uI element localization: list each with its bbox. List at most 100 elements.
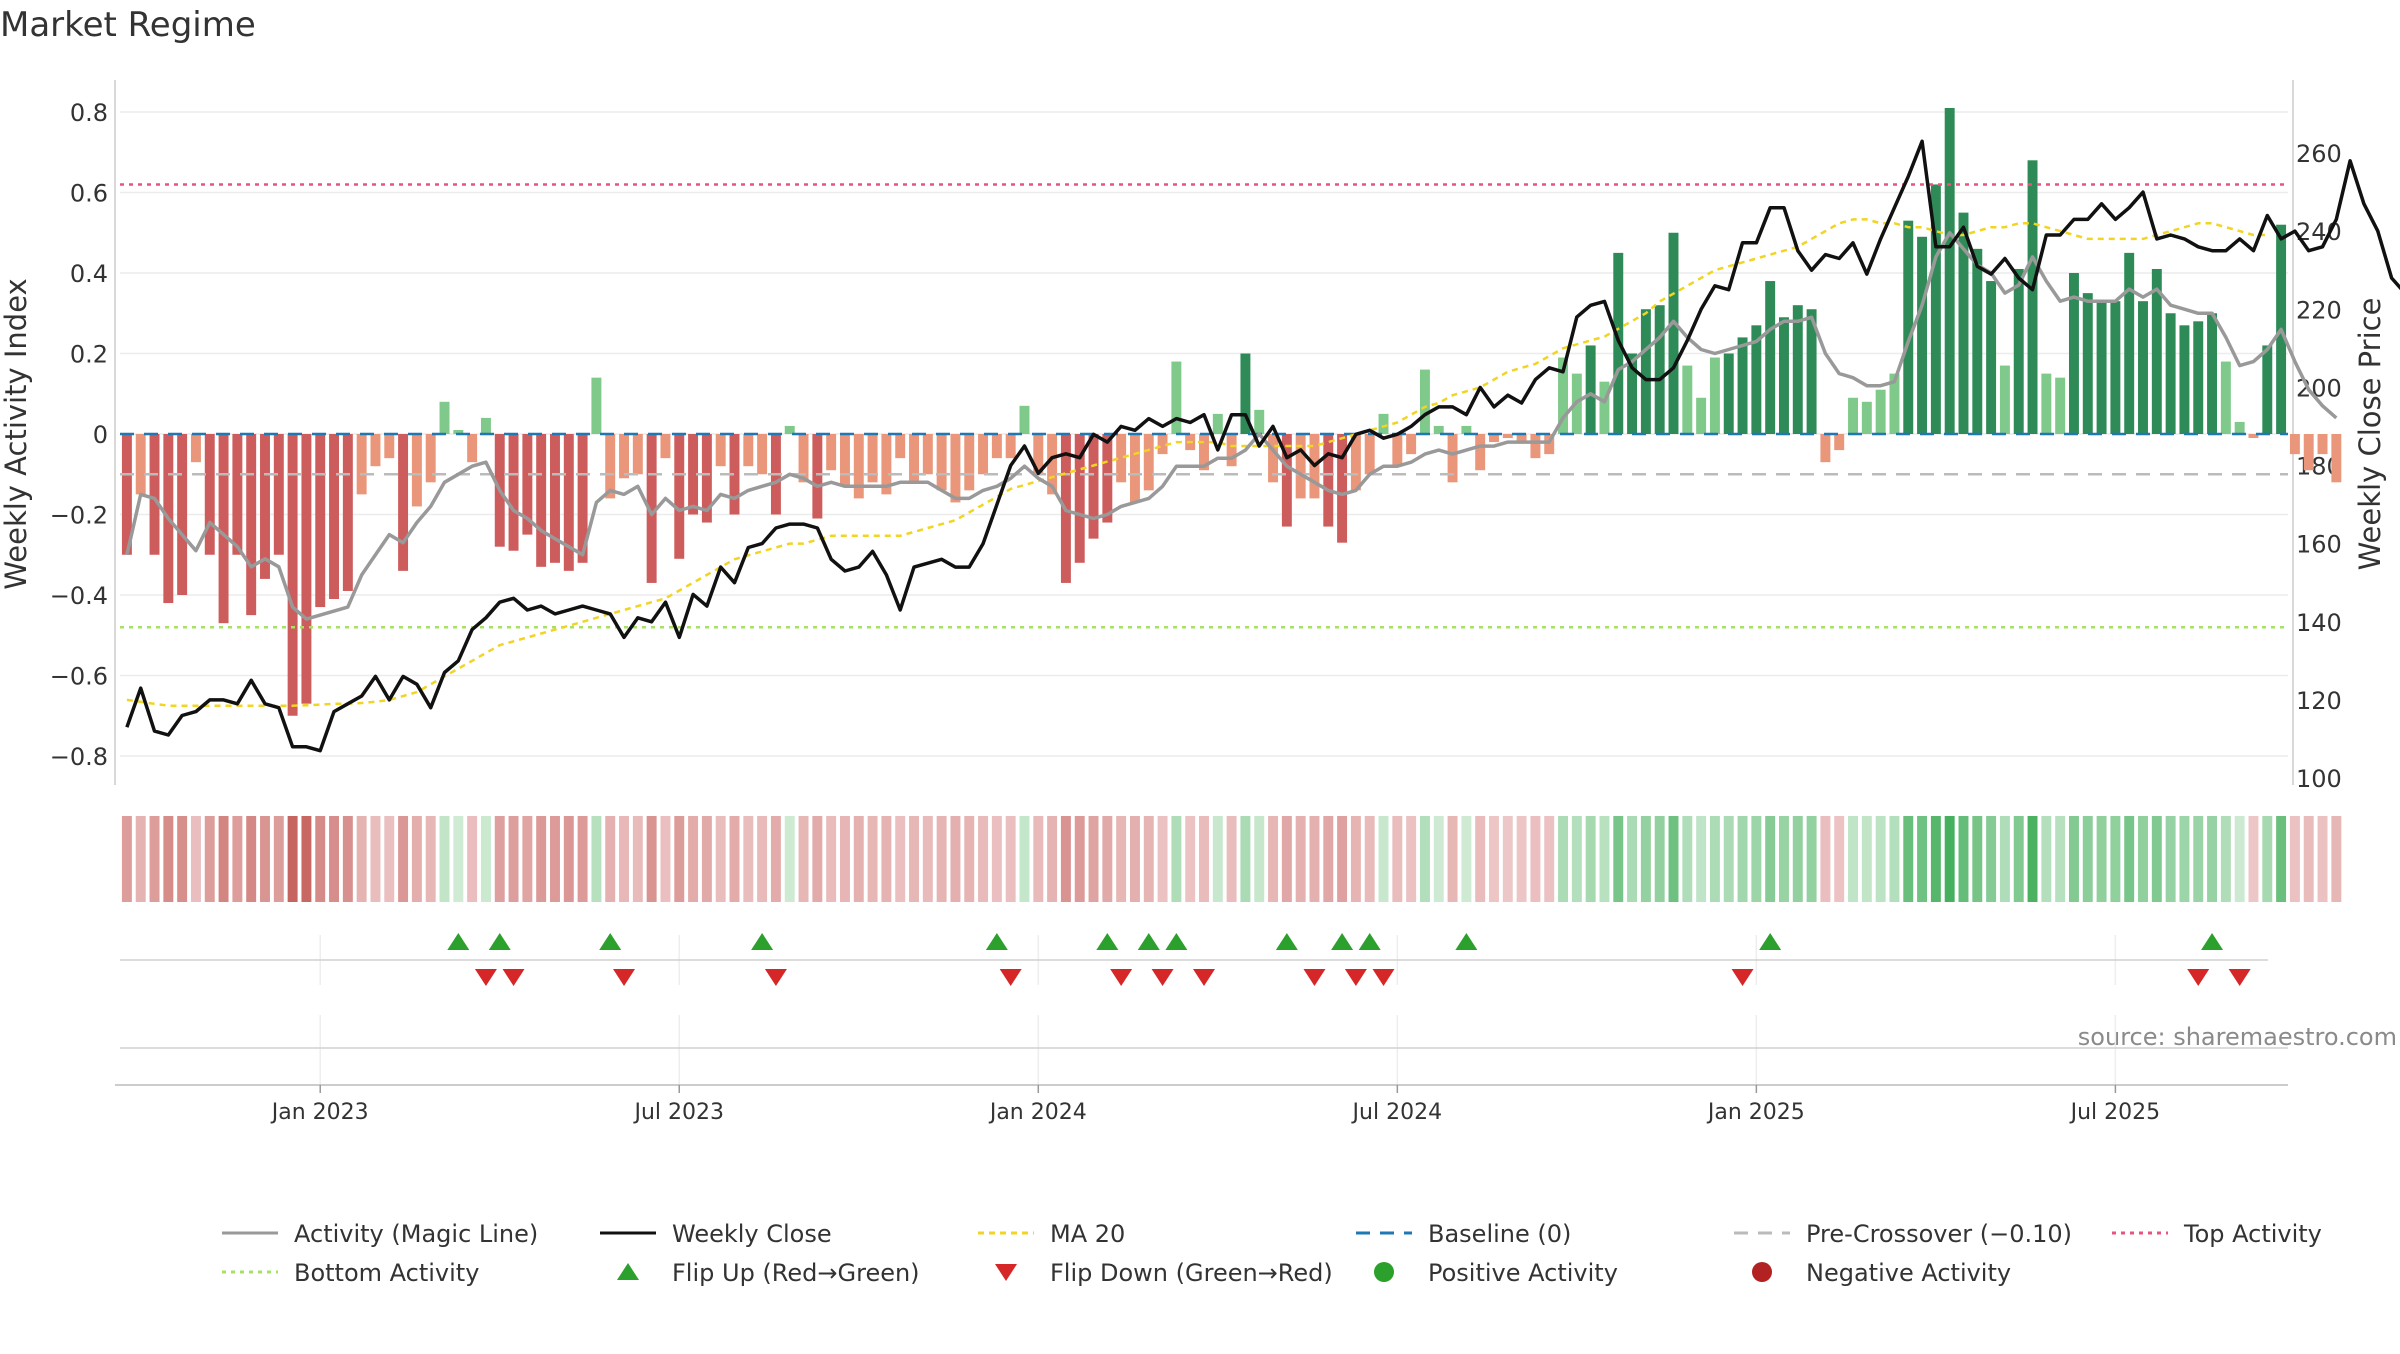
regime-cell [494,816,505,902]
regime-cell [260,816,270,902]
activity-bar [246,434,257,616]
activity-bar [2096,301,2107,434]
flip-up-marker [985,933,1008,950]
y-tick-label: −0.6 [50,663,108,691]
regime-cell [798,816,809,902]
regime-cell [2165,816,2176,902]
activity-bar [591,377,602,434]
activity-bar [204,434,215,555]
regime-strip [121,816,2342,902]
activity-bar [121,434,132,555]
activity-bar [1199,434,1209,471]
activity-bar [1917,236,1928,434]
activity-bar [1820,434,1831,463]
regime-cell [1999,816,2010,902]
activity-bar [1986,281,1997,434]
activity-bar [1530,434,1541,459]
regime-cell [1613,816,1624,902]
activity-bar [1406,434,1417,455]
y2-axis-label: Weekly Close Price [2353,298,2387,571]
y-tick-label: −0.8 [50,743,108,771]
activity-bar [480,417,491,434]
activity-bar [715,434,726,467]
regime-cell [1558,816,1569,902]
activity-bar [950,434,961,503]
activity-bar [2110,301,2121,434]
activity-bar [1254,409,1265,434]
y2-tick-label: 100 [2296,765,2342,793]
regime-cell [563,816,574,902]
legend-item: Flip Up (Red→Green) [617,1259,920,1287]
activity-bar [1116,434,1127,483]
activity-bar [1861,401,1872,434]
flip-up-marker [1455,933,1478,950]
regime-cell [301,816,312,902]
activity-bar [563,434,574,571]
regime-cell [909,816,919,902]
activity-bar [467,434,478,463]
activity-bar [329,434,340,600]
regime-cell [1723,816,1734,902]
regime-cell [1502,816,1513,902]
regime-cell [743,816,754,902]
regime-cell [384,816,395,902]
activity-bar [1848,397,1858,434]
flip-up-marker [1331,933,1354,950]
regime-cell [964,816,975,902]
regime-cell [1654,816,1665,902]
regime-cell [1337,816,1348,902]
regime-cell [163,816,174,902]
regime-cell [1088,816,1099,902]
regime-cell [1350,816,1361,902]
regime-cell [1489,816,1499,902]
magic-line [125,231,2338,621]
activity-bar [1903,220,1914,434]
regime-cell [1074,816,1085,902]
time-axis-panel: Jan 2023 Jul 2023 Jan 2024 Jul 2024 Jan 2025… [115,1015,2288,1125]
regime-cell [329,816,340,902]
activity-bar [619,434,629,479]
regime-cell [757,816,768,902]
activity-bar [881,434,892,495]
regime-cell [1268,816,1279,902]
regime-cell [190,816,201,902]
activity-bar [1489,434,1499,443]
flip-down-marker [764,969,787,986]
regime-cell [991,816,1002,902]
activity-bar [826,434,837,471]
regime-cell [881,816,892,902]
activity-bar [1709,357,1720,434]
activity-bar [1696,397,1707,434]
regime-cell [1834,816,1845,902]
regime-cell [135,816,146,902]
activity-bar [2220,361,2231,434]
regime-cell [1254,816,1265,902]
flip-up-marker [1358,933,1381,950]
legend-swatch-dot [1752,1262,1772,1282]
flip-down-marker [502,969,525,986]
activity-bar [798,434,809,483]
regime-cell [812,816,823,902]
activity-bar [1502,434,1513,439]
activity-bar [577,434,588,563]
flip-up-marker [1096,933,1119,950]
activity-bar [1447,434,1458,483]
regime-cell [1116,816,1127,902]
regime-cell [729,816,740,902]
y-tick-label: 0.6 [70,180,108,208]
activity-bar [1751,325,1762,434]
activity-bar [2082,293,2093,434]
flip-down-marker [1731,969,1754,986]
activity-bar [1475,434,1486,471]
activity-bar [370,434,381,467]
regime-cell [1751,816,1762,902]
regime-cell [922,816,933,902]
activity-bar [2317,434,2328,455]
legend-label: Top Activity [2183,1220,2322,1248]
regime-cell [2096,816,2107,902]
regime-cell [1281,816,1292,902]
source-credit: source: sharemaestro.com [2078,1023,2397,1051]
activity-bar [218,434,229,624]
activity-bar [1088,434,1099,539]
regime-cell [1861,816,1872,902]
